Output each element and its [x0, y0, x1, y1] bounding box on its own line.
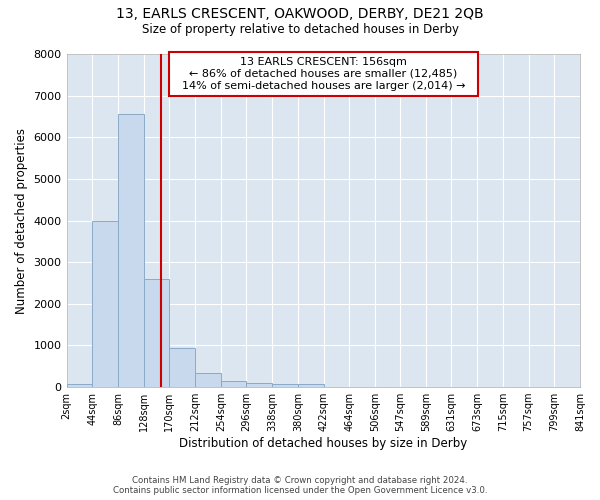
- Y-axis label: Number of detached properties: Number of detached properties: [15, 128, 28, 314]
- Bar: [247, 383, 272, 387]
- Bar: [169, 348, 195, 387]
- Text: Size of property relative to detached houses in Derby: Size of property relative to detached ho…: [142, 22, 458, 36]
- Bar: [298, 384, 323, 387]
- Text: 13 EARLS CRESCENT: 156sqm  
  ← 86% of detached houses are smaller (12,485)  
  : 13 EARLS CRESCENT: 156sqm ← 86% of detac…: [175, 58, 472, 90]
- Text: Contains HM Land Registry data © Crown copyright and database right 2024.
Contai: Contains HM Land Registry data © Crown c…: [113, 476, 487, 495]
- Text: 13, EARLS CRESCENT, OAKWOOD, DERBY, DE21 2QB: 13, EARLS CRESCENT, OAKWOOD, DERBY, DE21…: [116, 8, 484, 22]
- Bar: [195, 374, 221, 387]
- X-axis label: Distribution of detached houses by size in Derby: Distribution of detached houses by size …: [179, 437, 467, 450]
- Bar: [92, 220, 118, 387]
- Bar: [272, 384, 298, 387]
- Bar: [221, 381, 247, 387]
- Bar: [67, 384, 92, 387]
- Bar: [143, 279, 169, 387]
- Bar: [118, 114, 143, 387]
